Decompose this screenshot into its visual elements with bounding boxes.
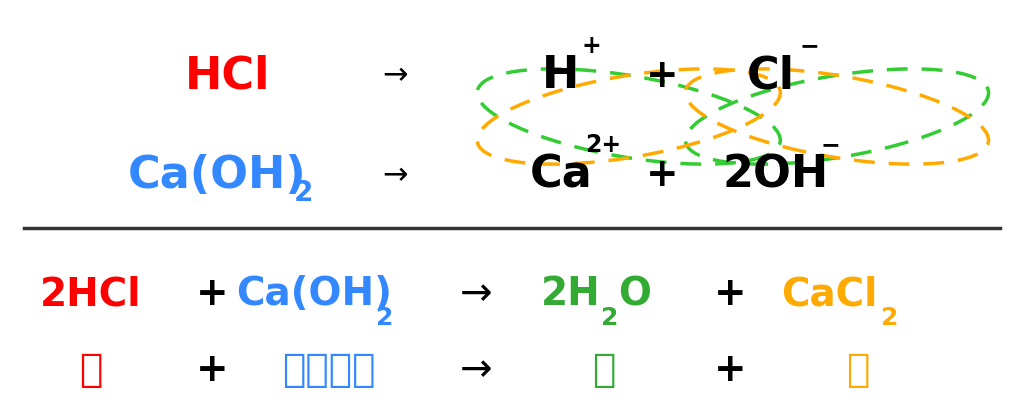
Text: 2: 2	[294, 179, 313, 207]
Text: アルカリ: アルカリ	[283, 350, 376, 388]
Text: 2: 2	[601, 305, 618, 329]
Text: 酸: 酸	[79, 350, 102, 388]
Text: 2HCl: 2HCl	[40, 275, 141, 313]
Text: Ca(OH): Ca(OH)	[236, 275, 392, 313]
Text: →: →	[382, 61, 408, 90]
Text: +: +	[196, 350, 228, 388]
Text: +: +	[196, 275, 228, 313]
Text: +: +	[646, 57, 679, 94]
Text: 2: 2	[377, 305, 394, 329]
Text: −: −	[800, 34, 819, 58]
Text: →: →	[460, 350, 493, 388]
Text: O: O	[618, 275, 651, 313]
Text: Cl: Cl	[746, 54, 795, 97]
Text: −: −	[820, 133, 840, 157]
Text: +: +	[714, 350, 746, 388]
Text: 2OH: 2OH	[723, 153, 829, 196]
Text: +: +	[646, 156, 679, 194]
Text: 2H: 2H	[541, 275, 601, 313]
Text: +: +	[714, 275, 746, 313]
Text: 2+: 2+	[586, 133, 622, 157]
Text: +: +	[582, 34, 601, 58]
Text: →: →	[460, 275, 493, 313]
Text: H: H	[542, 54, 580, 97]
Text: Ca(OH): Ca(OH)	[128, 153, 307, 196]
Text: CaCl: CaCl	[780, 275, 878, 313]
Text: 塩: 塩	[846, 350, 869, 388]
Text: HCl: HCl	[185, 54, 270, 97]
Text: Ca: Ca	[529, 153, 592, 196]
Text: 水: 水	[592, 350, 615, 388]
Text: →: →	[382, 160, 408, 189]
Text: 2: 2	[881, 305, 898, 329]
